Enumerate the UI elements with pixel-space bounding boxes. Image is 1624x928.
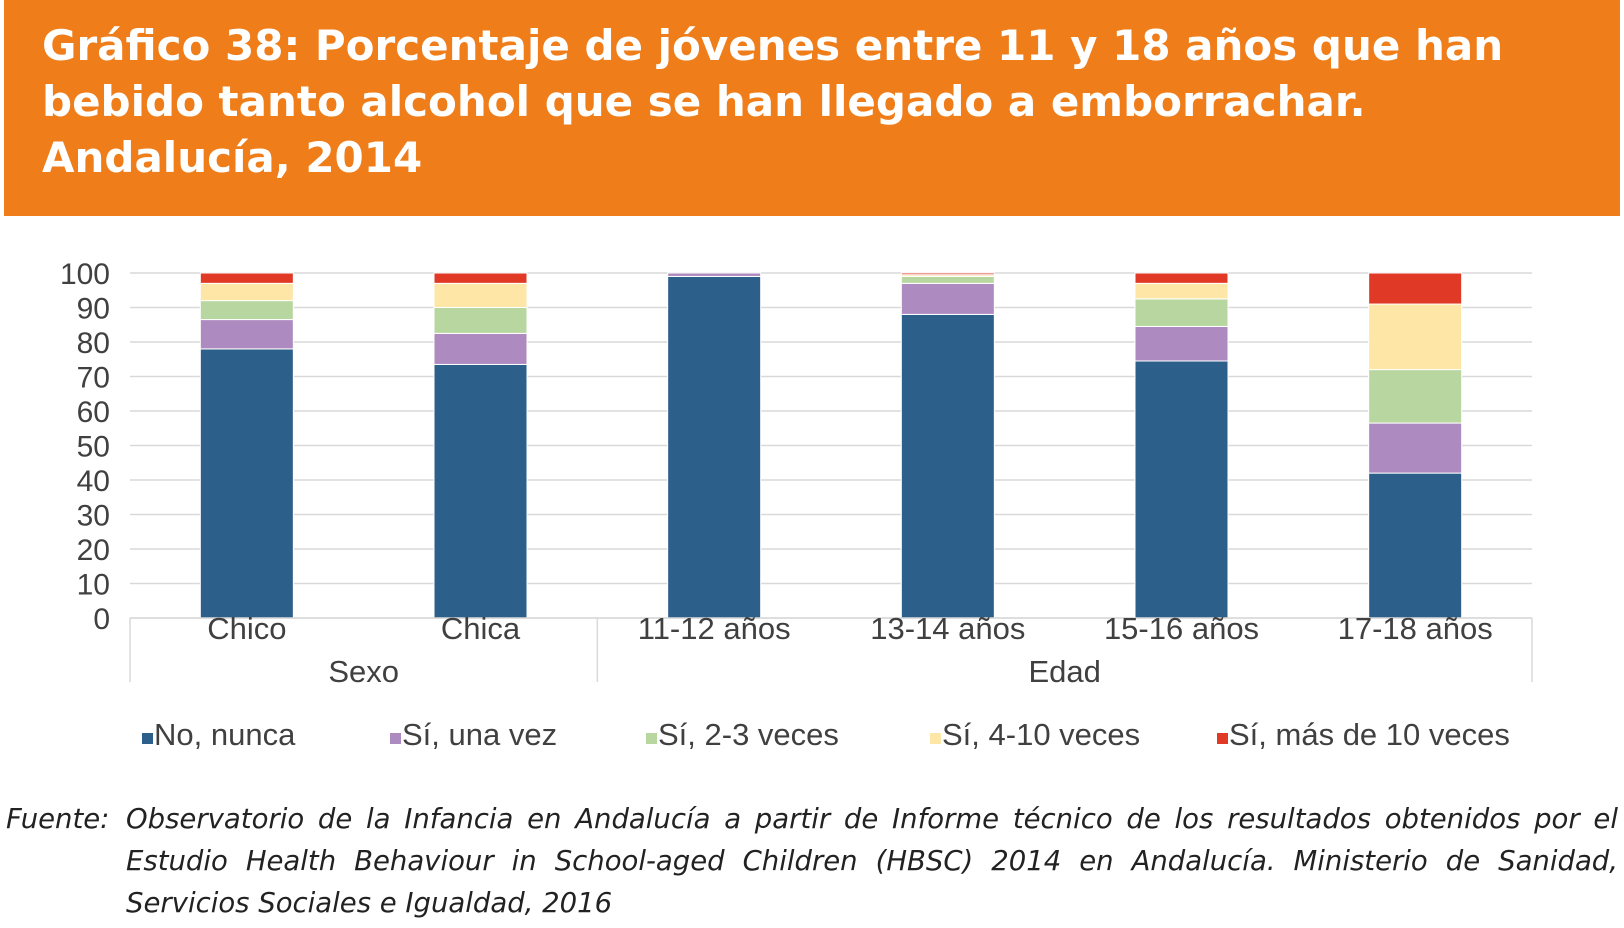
x-tick-label: Chico [207, 611, 286, 646]
y-tick-label: 30 [77, 500, 110, 533]
y-tick-label: 90 [77, 293, 110, 326]
bar-segment [1134, 272, 1229, 284]
y-tick-label: 70 [77, 362, 110, 395]
bar-segment [433, 307, 528, 334]
x-group-label: Sexo [328, 654, 399, 689]
x-group-label: Edad [1028, 654, 1100, 689]
bar-segment [1368, 303, 1463, 371]
bar-segment [900, 272, 995, 276]
y-tick-label: 0 [93, 603, 110, 636]
legend-swatch [390, 733, 401, 744]
y-tick-label: 10 [77, 569, 110, 602]
legend-swatch [1217, 733, 1228, 744]
bar-segment [433, 282, 528, 308]
bar-segment [900, 275, 995, 284]
source-text: Observatorio de la Infancia en Andalucía… [126, 803, 1618, 919]
bar-segment [900, 313, 995, 619]
legend-label: No, nunca [154, 717, 296, 752]
bar-segment [1134, 282, 1229, 300]
bar-segment [900, 282, 995, 315]
legend-swatch [646, 733, 657, 744]
bar-segment [1368, 472, 1463, 619]
bar-segment [1368, 272, 1463, 305]
bar-segment [199, 300, 294, 321]
bar-segment [199, 348, 294, 619]
bar-segment [1134, 298, 1229, 327]
y-tick-label: 100 [60, 258, 110, 291]
source-note: Fuente: Observatorio de la Infancia en A… [6, 798, 1618, 924]
legend-label: Sí, 2-3 veces [658, 717, 839, 752]
source-label: Fuente: [6, 803, 110, 835]
bar-segment [667, 272, 762, 277]
bars [199, 272, 1463, 619]
bar-segment [667, 275, 762, 619]
bar-segment [199, 282, 294, 302]
y-tick-label: 80 [77, 327, 110, 360]
bar-segment [433, 272, 528, 284]
bar-segment [1368, 369, 1463, 424]
y-tick-label: 20 [77, 534, 110, 567]
chart-title: Gráfico 38: Porcentaje de jóvenes entre … [42, 21, 1504, 182]
x-tick-label: 15-16 años [1104, 611, 1259, 646]
x-tick-label: 13-14 años [870, 611, 1025, 646]
x-tick-label: 17-18 años [1338, 611, 1493, 646]
legend-swatch [930, 733, 941, 744]
x-tick-label: Chica [441, 611, 521, 646]
bar-segment [1368, 422, 1463, 474]
bar-segment [199, 272, 294, 284]
legend-label: Sí, 4-10 veces [942, 717, 1140, 752]
bar-segment [1134, 360, 1229, 619]
y-tick-label: 50 [77, 431, 110, 464]
y-tick-label: 60 [77, 396, 110, 429]
x-tick-label: 11-12 años [638, 611, 791, 646]
bar-segment [433, 363, 528, 619]
legend-label: Sí, una vez [402, 717, 557, 752]
y-tick-label: 40 [77, 465, 110, 498]
gridlines [130, 272, 1532, 619]
bar-segment [1134, 325, 1229, 362]
bar-segment [433, 332, 528, 365]
chart-header: Gráfico 38: Porcentaje de jóvenes entre … [4, 0, 1620, 216]
legend: No, nunca Sí, una vez Sí, 2-3 veces Sí, 4-1… [142, 717, 1510, 752]
legend-swatch [142, 733, 153, 744]
x-axis: Chico Chica 11-12 años 13-14 años 15-16 años… [129, 611, 1533, 689]
bar-segment [199, 319, 294, 350]
legend-label: Sí, más de 10 veces [1229, 717, 1510, 752]
